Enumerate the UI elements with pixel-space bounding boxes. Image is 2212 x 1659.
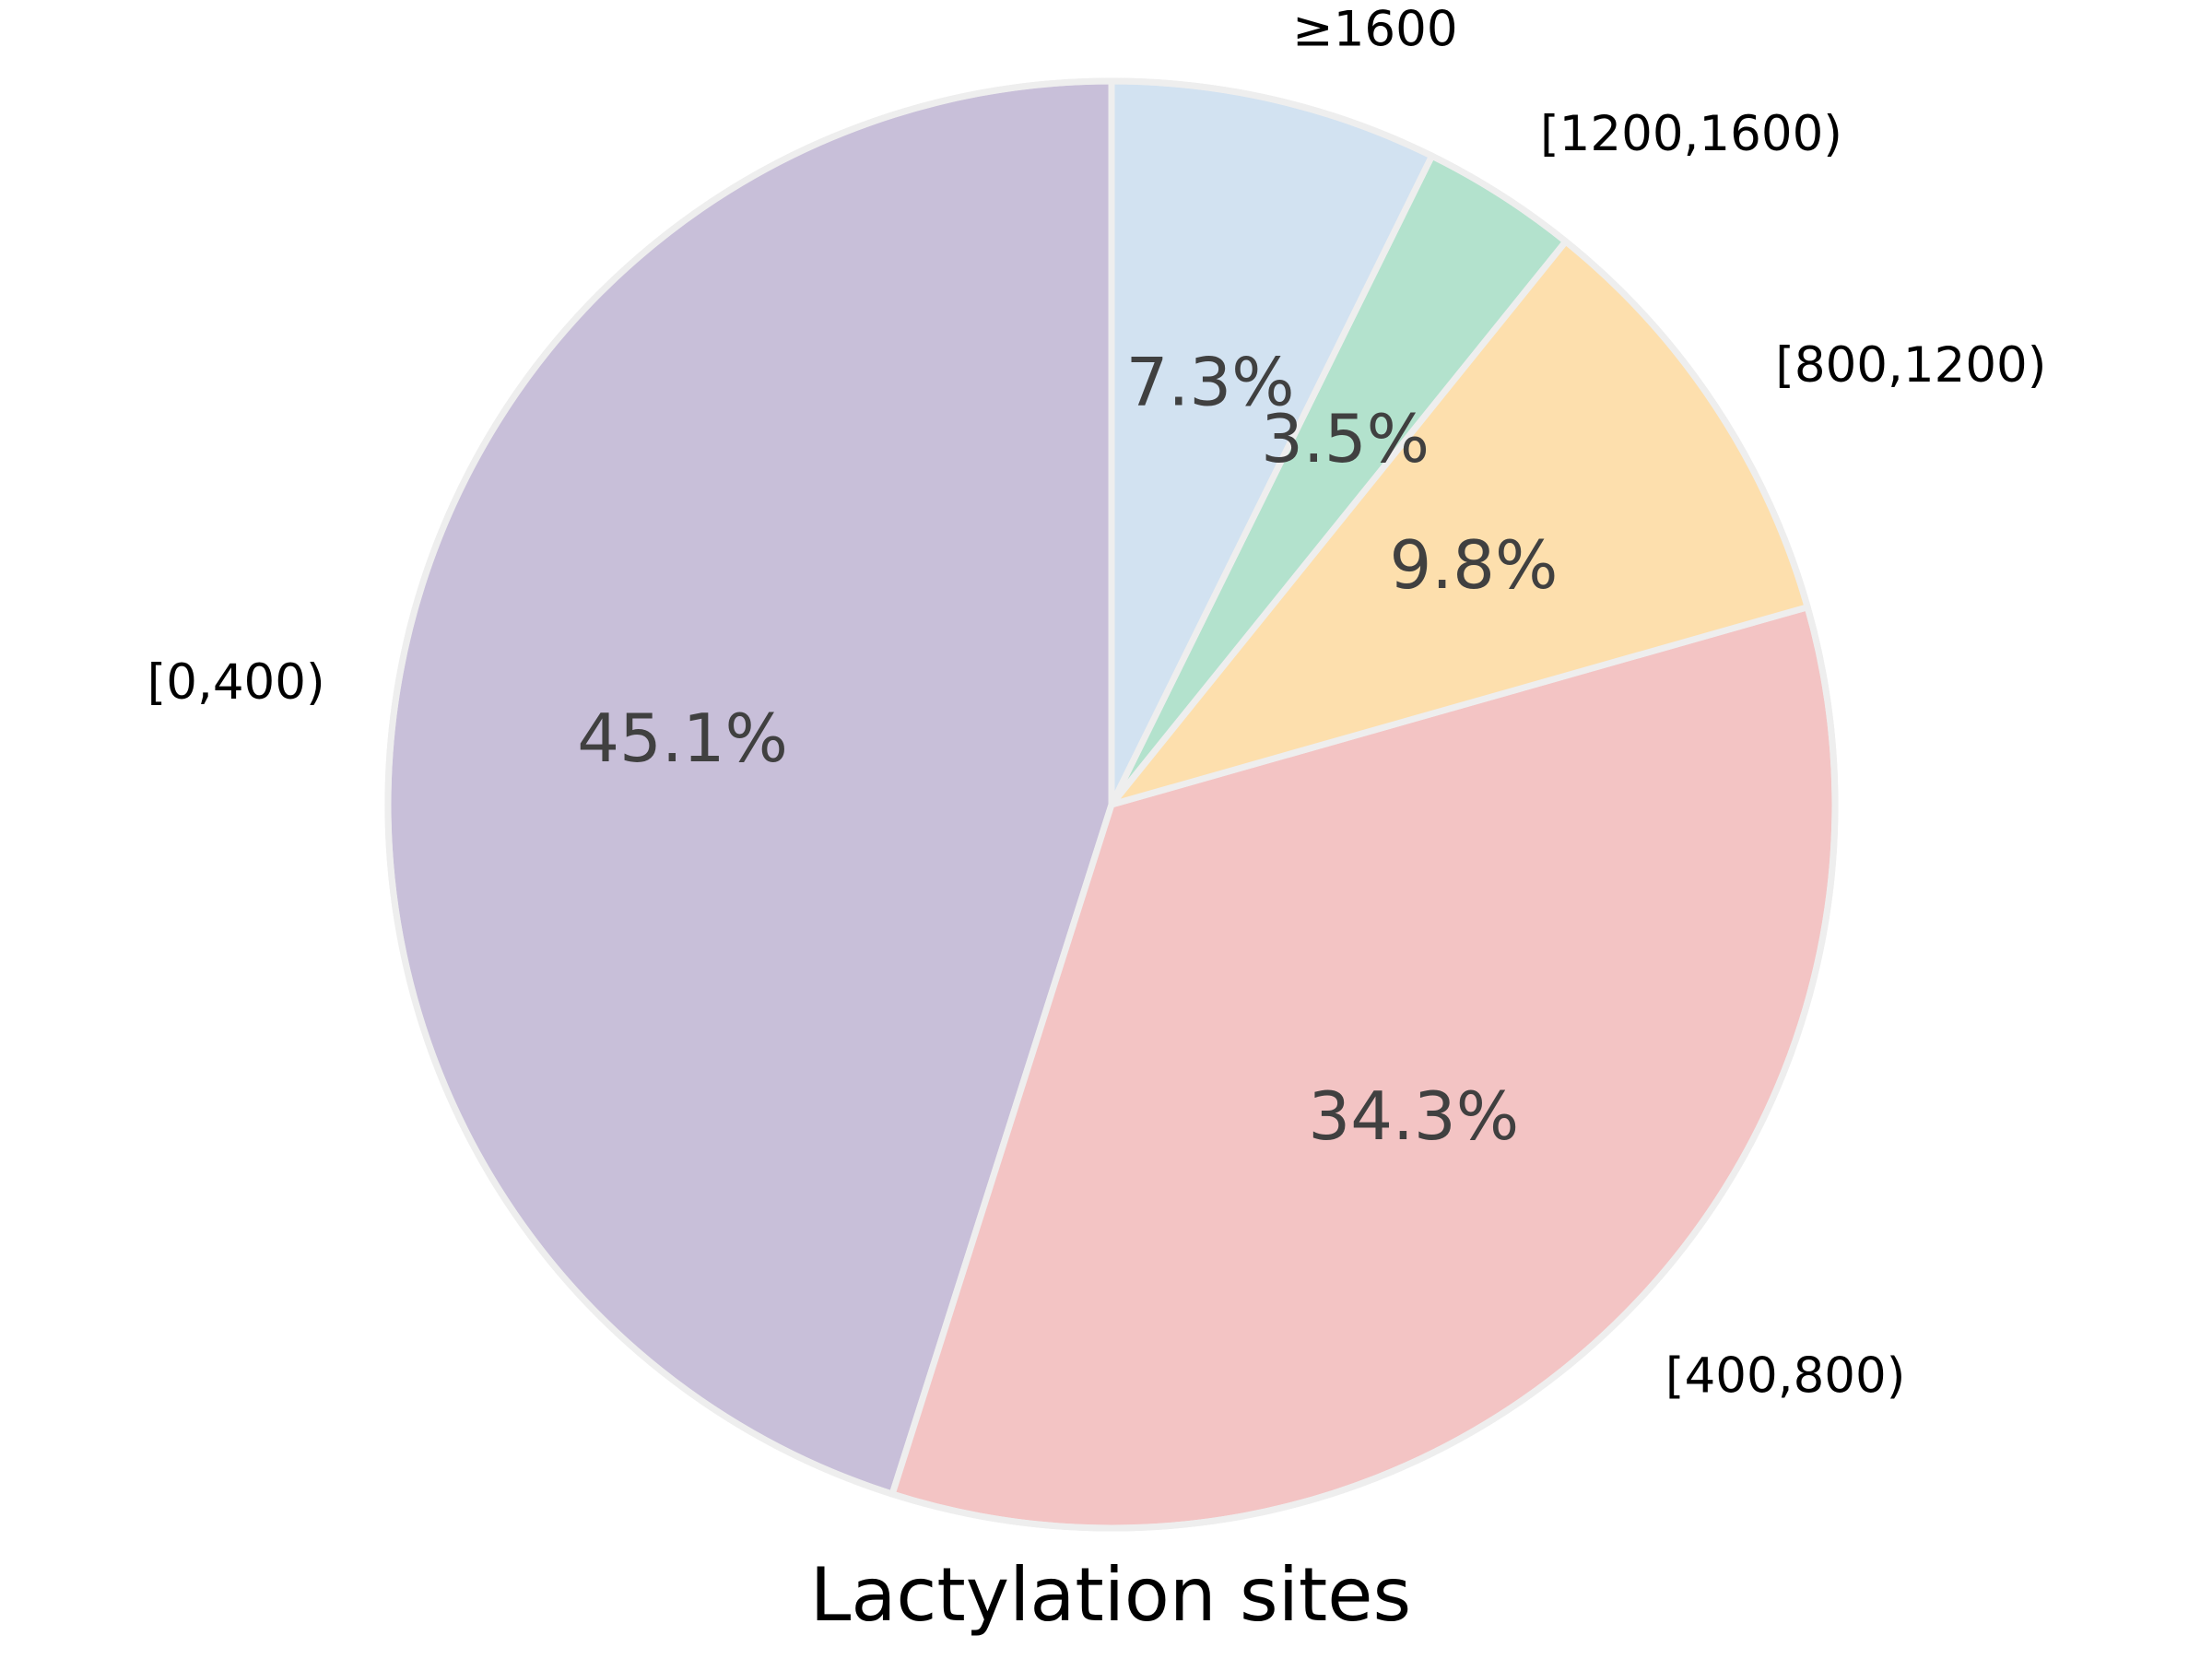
slice-label-0-400: [0,400) xyxy=(147,654,325,711)
pct-label-1600: 7.3% xyxy=(1126,343,1295,420)
chart-title: Lactylation sites xyxy=(810,1552,1411,1638)
slice-label-1600: ≥1600 xyxy=(1292,2,1457,58)
pie-slices xyxy=(384,77,1839,1532)
slice-label-800-1200: [800,1200) xyxy=(1775,337,2046,394)
pct-label-800-1200: 9.8% xyxy=(1389,526,1558,604)
pct-label-1200-1600: 3.5% xyxy=(1261,400,1430,477)
slice-label-400-800: [400,800) xyxy=(1665,1348,1906,1405)
pie-rim xyxy=(384,77,1839,1532)
pct-label-0-400: 45.1% xyxy=(577,700,788,777)
slice-label-1200-1600: [1200,1600) xyxy=(1540,106,1842,162)
pct-label-400-800: 34.3% xyxy=(1308,1077,1519,1155)
pie-labels: [0,400) 45.1% [400,800) 34.3% [800,1200) 9.8%… xyxy=(147,2,2047,1405)
